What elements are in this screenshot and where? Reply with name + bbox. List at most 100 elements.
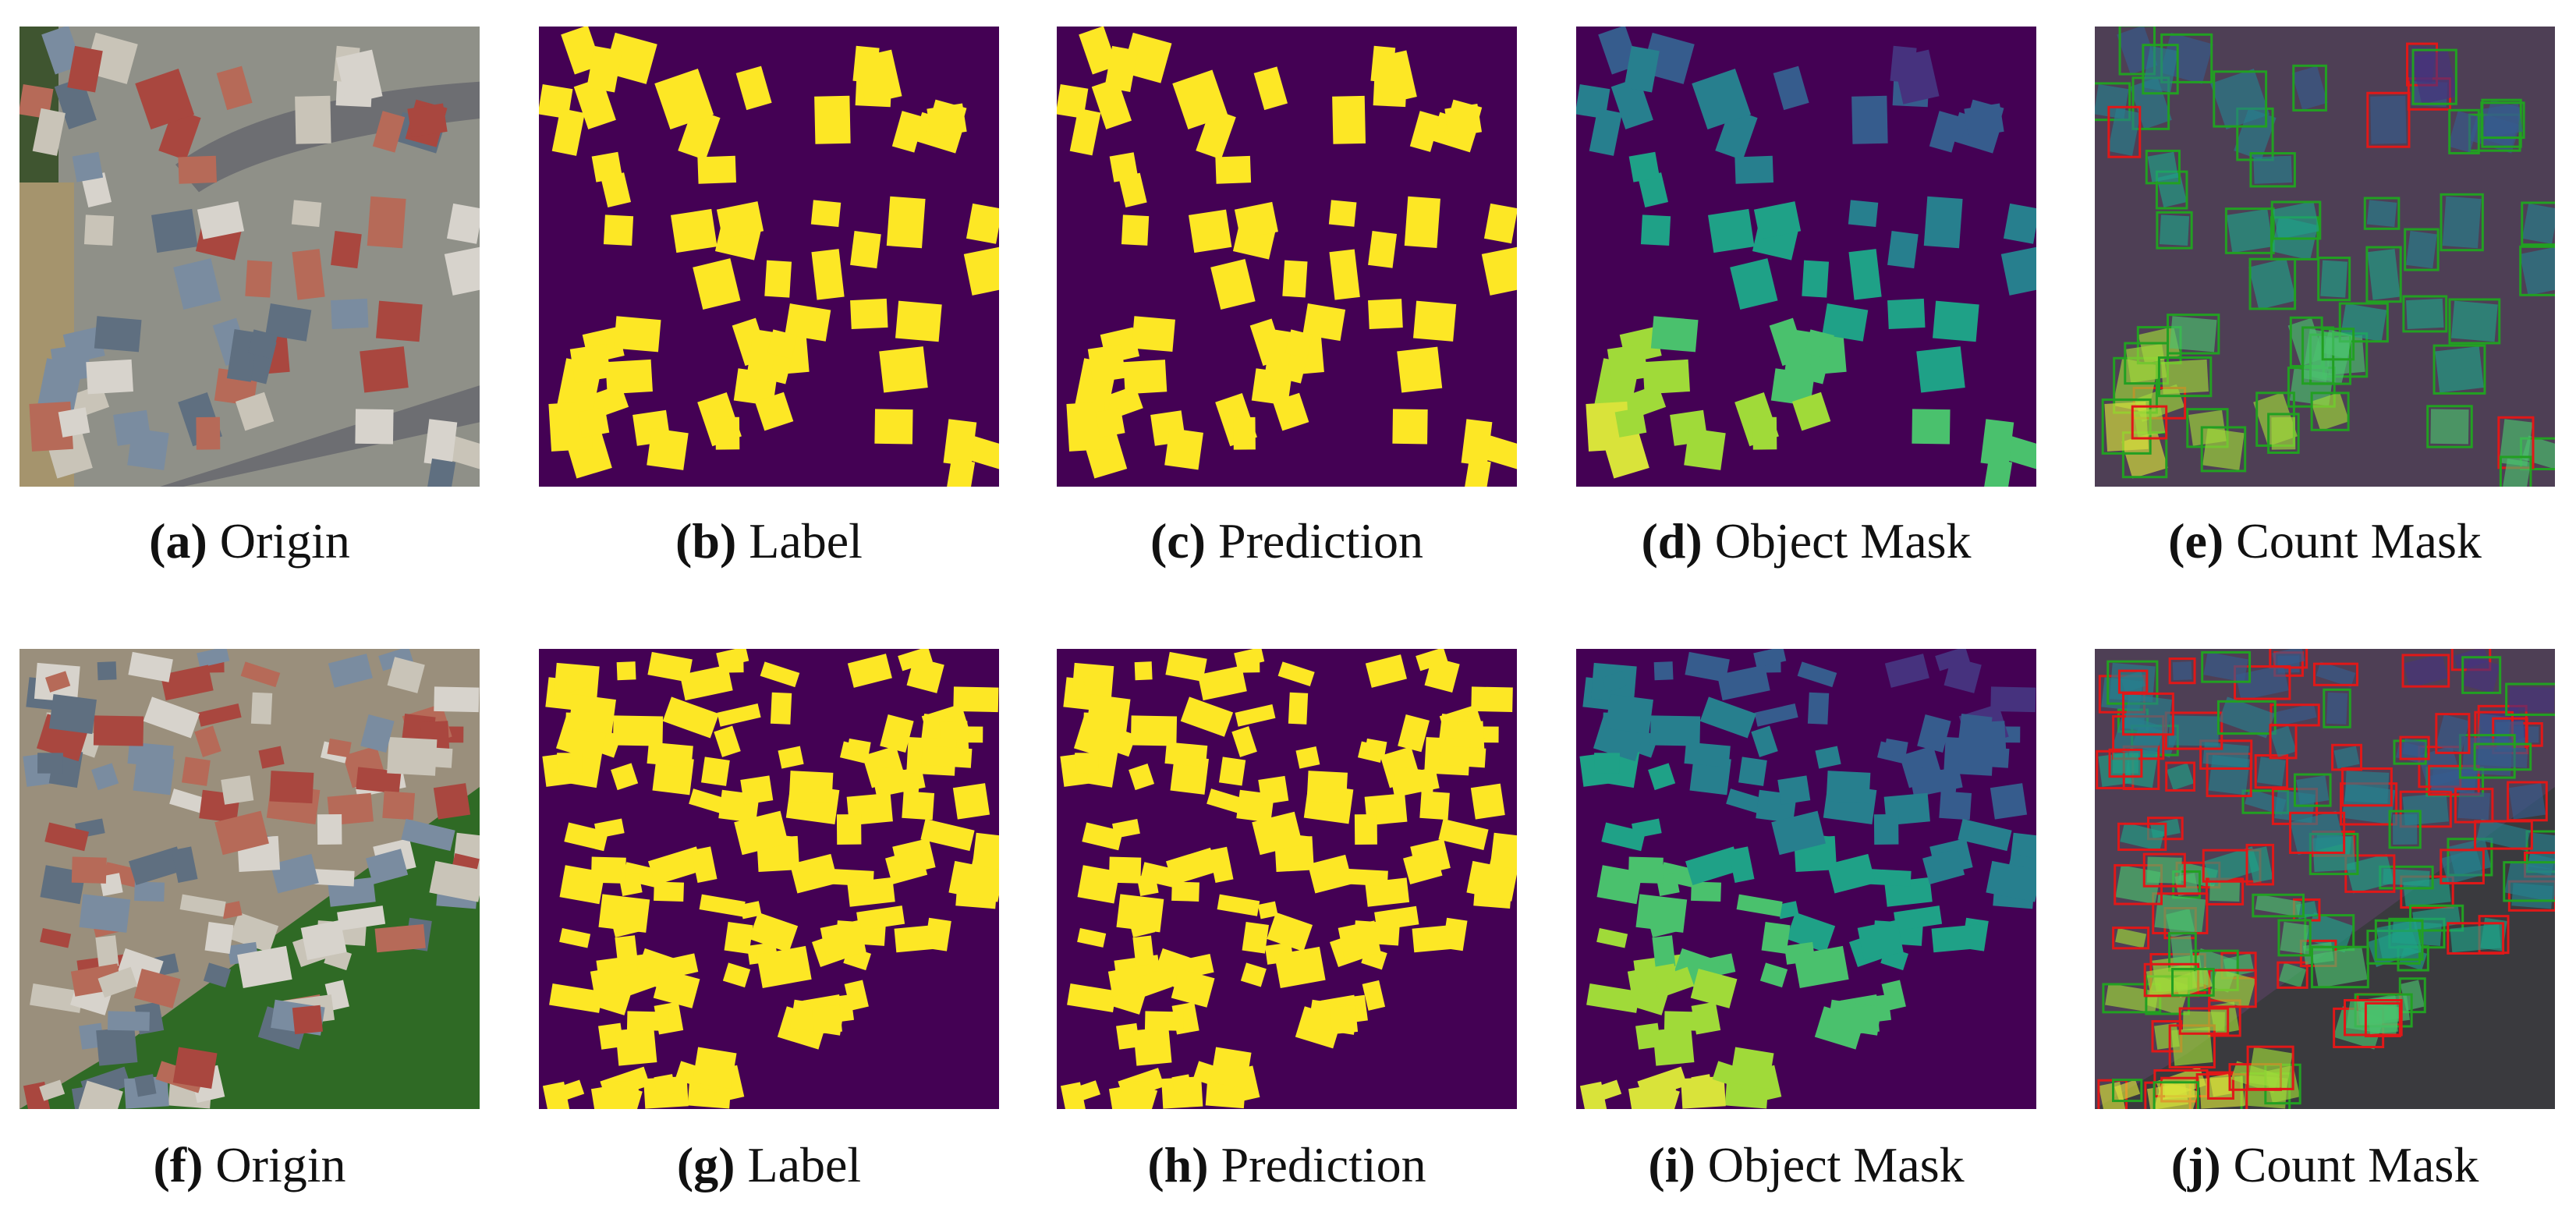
building <box>767 329 797 360</box>
building <box>1892 49 1940 105</box>
building <box>2125 343 2167 383</box>
building <box>1864 868 1912 887</box>
caption-text: Count Mask <box>2236 513 2482 569</box>
building <box>886 196 926 249</box>
building <box>735 66 772 111</box>
building <box>670 208 718 253</box>
building <box>1086 693 1131 734</box>
building <box>1640 214 1671 246</box>
building <box>151 208 198 253</box>
caption-tag: (a) <box>149 513 207 569</box>
road <box>160 385 480 487</box>
building <box>2003 435 2036 473</box>
building <box>716 201 764 239</box>
building <box>2147 151 2179 182</box>
building <box>2218 696 2275 739</box>
building <box>173 258 221 310</box>
building <box>2146 856 2182 884</box>
building <box>653 969 700 1008</box>
building <box>2457 791 2491 820</box>
building <box>58 407 90 438</box>
building <box>197 201 245 239</box>
building <box>1894 905 1943 931</box>
building <box>1783 328 1816 382</box>
caption-text: Label <box>749 513 863 569</box>
building <box>1958 745 2010 768</box>
building <box>2272 201 2320 239</box>
panel: (c) Prediction <box>1057 27 1517 569</box>
building <box>181 757 211 786</box>
image <box>1057 649 1517 1109</box>
count-box <box>2341 767 2393 807</box>
building <box>1685 651 1730 682</box>
caption-tag: (j) <box>2171 1137 2221 1192</box>
building <box>1605 693 1653 735</box>
image <box>2095 649 2555 1109</box>
building <box>1822 303 1869 342</box>
building <box>172 1047 218 1090</box>
building <box>757 945 812 989</box>
building <box>2169 316 2217 353</box>
building <box>2168 715 2220 746</box>
building <box>2114 1079 2141 1101</box>
building <box>1074 753 1099 774</box>
panel: (j) Count Mask <box>2095 649 2555 1192</box>
building <box>178 155 217 184</box>
panel: (i) Object Mask <box>1576 649 2036 1192</box>
building <box>1466 860 1517 902</box>
count-box <box>2208 969 2257 1008</box>
building <box>1827 853 1876 894</box>
building <box>1302 303 1346 342</box>
building <box>1362 980 1386 1011</box>
count-box <box>2448 298 2501 345</box>
building <box>2406 298 2444 329</box>
building <box>662 696 719 739</box>
building <box>37 753 63 774</box>
building <box>1607 343 1649 383</box>
building <box>434 686 480 713</box>
building <box>2392 813 2418 845</box>
count-box <box>2338 302 2389 343</box>
building <box>1601 822 1646 852</box>
building <box>32 108 66 156</box>
building <box>654 1074 676 1097</box>
building <box>654 881 685 902</box>
count-box <box>2473 742 2532 771</box>
building <box>1807 692 1830 725</box>
building <box>1196 108 1236 160</box>
building <box>1282 260 1308 298</box>
building <box>1123 360 1168 395</box>
count-box <box>2108 748 2143 778</box>
building <box>847 654 892 688</box>
building <box>133 969 181 1008</box>
building <box>811 249 845 300</box>
building <box>1912 767 1958 794</box>
building <box>245 260 273 298</box>
building <box>1691 881 1722 902</box>
building <box>1087 344 1126 383</box>
building <box>874 409 913 445</box>
building <box>1392 409 1428 445</box>
building <box>2403 654 2448 688</box>
building <box>203 962 232 988</box>
building <box>226 328 259 382</box>
building <box>617 966 657 998</box>
caption-tag: (i) <box>1648 1137 1695 1192</box>
building <box>2226 208 2273 253</box>
building <box>2182 1011 2225 1031</box>
building <box>1215 155 1252 184</box>
building <box>612 715 664 746</box>
building <box>172 846 198 884</box>
building <box>1419 791 1450 820</box>
caption: (j) Count Mask <box>2171 1137 2479 1192</box>
building <box>40 927 72 948</box>
building <box>1761 921 1791 954</box>
building <box>2142 45 2178 93</box>
building <box>331 231 362 269</box>
building <box>1883 738 1908 758</box>
count-box <box>2480 101 2525 140</box>
building <box>258 746 285 769</box>
building <box>382 791 416 820</box>
building <box>1210 259 1256 310</box>
building <box>1404 196 1440 249</box>
